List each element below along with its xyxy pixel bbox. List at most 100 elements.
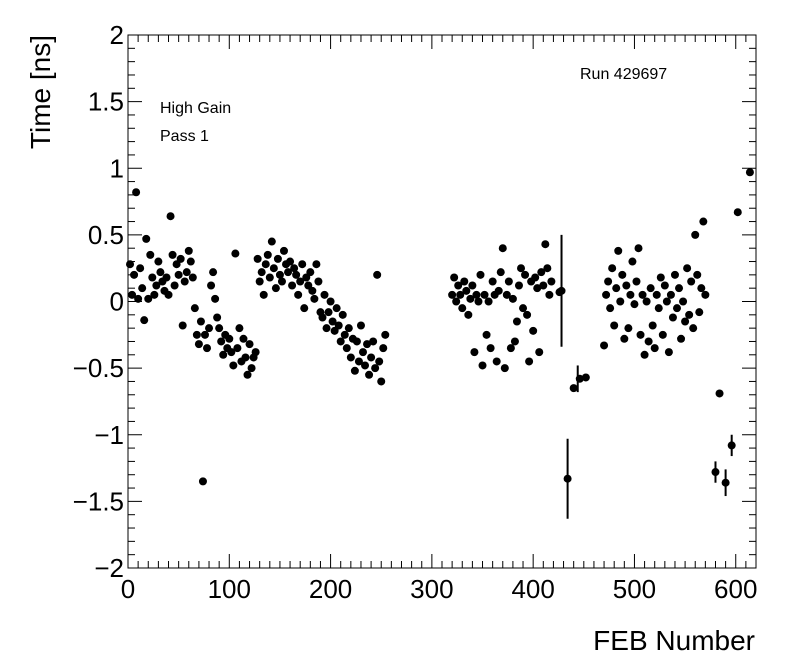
data-point: [203, 344, 212, 353]
data-point: [126, 260, 135, 269]
data-point: [650, 344, 659, 353]
data-point: [326, 297, 335, 306]
data-point: [670, 270, 679, 279]
data-points: [126, 168, 754, 487]
data-point: [261, 260, 270, 269]
data-point: [328, 317, 337, 326]
data-point: [350, 366, 359, 375]
data-point: [154, 257, 163, 266]
data-point: [535, 348, 544, 357]
data-point: [243, 370, 252, 379]
data-point: [318, 313, 327, 322]
x-tick-label: 500: [613, 574, 656, 604]
data-point: [640, 350, 649, 359]
data-point: [486, 344, 495, 353]
data-point: [209, 268, 218, 277]
data-point: [502, 290, 511, 299]
data-point: [188, 273, 197, 282]
data-point: [229, 361, 238, 370]
data-point: [273, 254, 282, 263]
data-point: [298, 260, 307, 269]
data-point: [344, 324, 353, 333]
data-point: [525, 357, 534, 366]
data-point: [162, 273, 171, 282]
data-point: [697, 284, 706, 293]
data-point: [675, 284, 684, 293]
data-point: [636, 330, 645, 339]
data-point: [721, 478, 730, 487]
data-point: [456, 290, 465, 299]
data-point: [233, 344, 242, 353]
y-tick-label: −0.5: [73, 353, 124, 383]
data-point: [689, 324, 698, 333]
data-point: [494, 286, 503, 295]
data-point: [235, 324, 244, 333]
x-tick-label: 200: [309, 574, 352, 604]
data-point: [150, 290, 159, 299]
data-point: [269, 264, 278, 273]
data-point: [693, 270, 702, 279]
data-point: [533, 284, 542, 293]
data-point: [666, 290, 675, 299]
data-point: [148, 273, 157, 282]
data-point: [472, 290, 481, 299]
axis-tick-labels: 0 100 200 300 400 500 600 2 1.5 1 0.5 0 −0.5 −1 −1.5 −2: [73, 20, 758, 604]
data-point: [468, 281, 477, 290]
data-point: [539, 281, 548, 290]
data-point: [642, 297, 651, 306]
data-point: [174, 270, 183, 279]
data-point: [130, 270, 139, 279]
data-point: [365, 370, 374, 379]
data-point: [176, 254, 185, 263]
x-tick-label: 300: [410, 574, 453, 604]
data-point: [668, 313, 677, 322]
data-point: [500, 364, 509, 373]
data-point: [310, 294, 319, 303]
data-point: [306, 268, 315, 277]
data-point: [198, 477, 207, 486]
data-point: [332, 304, 341, 313]
data-point: [267, 237, 276, 246]
data-point: [190, 304, 199, 313]
data-point: [180, 277, 189, 286]
data-point: [140, 316, 149, 325]
data-point: [683, 264, 692, 273]
data-point: [517, 264, 526, 273]
data-point: [265, 273, 274, 282]
y-tick-label: −1.5: [73, 486, 124, 516]
data-point: [632, 277, 641, 286]
data-point: [231, 249, 240, 258]
data-point: [286, 257, 295, 266]
data-point: [733, 208, 742, 217]
data-point: [687, 277, 696, 286]
data-point: [215, 324, 224, 333]
y-tick-label: 2: [110, 20, 124, 50]
data-point: [300, 304, 309, 313]
data-point: [334, 321, 343, 330]
x-tick-label: 100: [208, 574, 251, 604]
data-point: [727, 441, 736, 450]
x-axis-title: FEB Number: [593, 625, 755, 656]
data-point: [182, 268, 191, 277]
data-point: [192, 330, 201, 339]
data-point: [144, 294, 153, 303]
data-point: [484, 297, 493, 306]
data-point: [448, 290, 457, 299]
data-point: [166, 212, 175, 221]
data-point: [531, 273, 540, 282]
data-point: [361, 361, 370, 370]
data-point: [277, 277, 286, 286]
data-point: [352, 337, 361, 346]
data-point: [480, 290, 489, 299]
data-point: [257, 268, 266, 277]
data-point: [624, 324, 633, 333]
data-point: [626, 290, 635, 299]
data-point: [660, 281, 669, 290]
data-point: [308, 286, 317, 295]
data-point: [363, 340, 372, 349]
data-point: [178, 321, 187, 330]
data-point: [290, 264, 299, 273]
data-point: [470, 348, 479, 357]
data-point: [496, 268, 505, 277]
data-point: [259, 290, 268, 299]
